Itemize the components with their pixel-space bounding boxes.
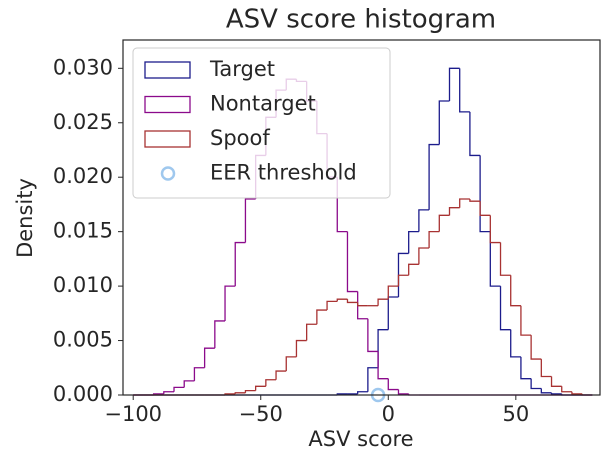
histogram-step (346, 299, 358, 304)
histogram-step (418, 247, 430, 265)
histogram-step (387, 296, 399, 330)
legend-marker (160, 166, 176, 181)
histogram-step (163, 391, 175, 394)
histogram-step (193, 367, 205, 381)
histogram-step (397, 274, 409, 287)
histogram-step (459, 68, 470, 113)
histogram-step (408, 263, 419, 276)
histogram-step (173, 386, 185, 392)
y-tick-label: 0.000 (53, 382, 113, 406)
legend-swatch (144, 130, 191, 148)
histogram-step (183, 380, 195, 388)
histogram-step (326, 300, 338, 311)
histogram-step (295, 339, 307, 357)
histogram-step (448, 67, 460, 101)
y-tick-label: 0.015 (53, 219, 113, 243)
histogram-step (367, 367, 379, 392)
histogram-step (540, 388, 552, 394)
histogram-step (244, 198, 256, 243)
y-tick-label: 0.010 (53, 273, 113, 297)
histogram-step (367, 318, 379, 353)
histogram-step (438, 100, 450, 145)
histogram-step (346, 231, 358, 293)
legend-swatch (144, 95, 191, 114)
histogram-step (306, 323, 317, 341)
y-tick-label: 0.025 (53, 110, 113, 134)
histogram-step (469, 198, 481, 202)
histogram-step (510, 275, 521, 307)
histogram-step (418, 209, 430, 232)
histogram-step (428, 143, 440, 210)
legend-label: EER threshold (210, 161, 357, 185)
histogram-step (254, 385, 266, 391)
x-tick-label: 50 (502, 402, 529, 426)
histogram-step (357, 291, 368, 320)
histogram-step (214, 320, 226, 349)
histogram-step (520, 305, 532, 336)
histogram-step (571, 391, 583, 395)
histogram-step (387, 378, 399, 391)
histogram-step (377, 329, 389, 368)
histogram-step (479, 201, 491, 216)
legend-label: Nontarget (210, 92, 316, 116)
histogram-step (550, 392, 562, 395)
histogram-step (275, 370, 287, 380)
histogram-step (377, 351, 389, 380)
y-axis-label: Density (13, 178, 37, 258)
histogram-step (520, 356, 532, 380)
histogram-step (499, 242, 511, 276)
histogram-step (540, 359, 552, 378)
histogram-step (459, 198, 470, 208)
histogram-step (438, 214, 450, 232)
histogram-step (469, 111, 481, 157)
x-tick-label: −100 (104, 402, 162, 426)
histogram-step (510, 329, 521, 358)
histogram-step (448, 207, 460, 216)
histogram-step (530, 335, 542, 360)
histogram-step (224, 285, 236, 321)
legend-label: Spoof (210, 126, 270, 150)
histogram-step (408, 231, 419, 254)
histogram-step (387, 285, 399, 300)
plot-frame (122, 39, 601, 396)
histogram-step (550, 376, 562, 387)
x-tick-label: 0 (382, 402, 395, 426)
histogram-step (316, 309, 328, 325)
histogram-step (489, 231, 501, 287)
histogram-step (377, 298, 389, 306)
x-axis-label: ASV score (308, 427, 413, 451)
histogram-step (530, 378, 542, 390)
histogram-step (336, 298, 348, 302)
histogram-step (489, 215, 501, 244)
histogram-step (244, 389, 256, 393)
histogram-step (203, 347, 215, 368)
legend-label: Target (209, 57, 275, 81)
y-tick-label: 0.030 (53, 55, 113, 79)
y-tick-label: 0.005 (53, 328, 113, 352)
histogram-step (397, 389, 409, 395)
histogram-step (428, 231, 440, 248)
histogram-step (479, 155, 491, 233)
y-tick-label: 0.020 (53, 164, 113, 188)
histogram-step (234, 392, 246, 394)
histogram-step (265, 379, 277, 387)
histogram-step (561, 386, 572, 393)
x-tick-label: −50 (239, 402, 283, 426)
chart-title: ASV score histogram (226, 5, 496, 35)
legend-swatch (144, 61, 191, 79)
histogram-step (234, 241, 246, 287)
histogram-step (357, 302, 368, 307)
histogram-step (357, 391, 368, 394)
histogram-step (285, 356, 297, 372)
histogram-step (499, 286, 511, 331)
legend-box (132, 47, 391, 199)
